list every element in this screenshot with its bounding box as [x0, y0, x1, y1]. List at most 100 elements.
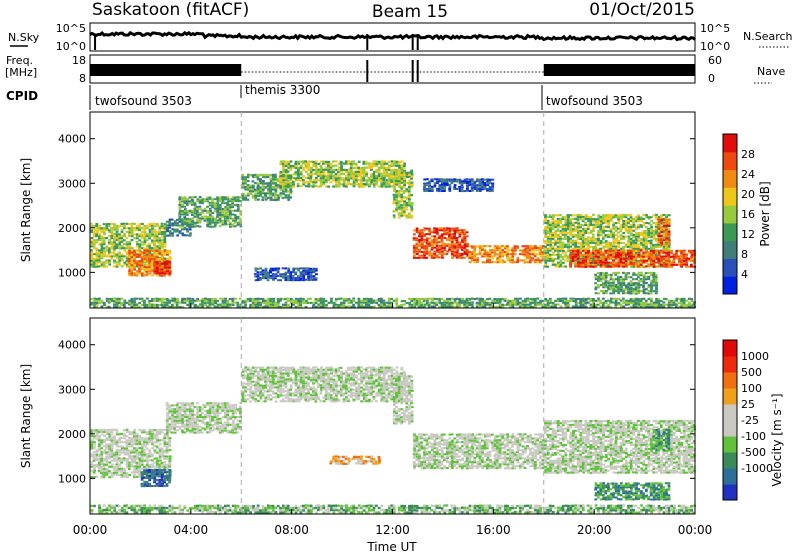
power-cell [196, 205, 199, 208]
power-cell [483, 182, 487, 184]
power-cell [644, 241, 648, 244]
power-cell [649, 229, 653, 232]
power-cell [460, 248, 464, 251]
power-cell [375, 302, 379, 305]
power-cell [373, 179, 376, 182]
power-cell [511, 249, 514, 252]
power-cell [458, 182, 462, 185]
power-cell [483, 185, 487, 188]
power-cell [400, 190, 403, 193]
power-cell [660, 228, 663, 231]
power-cell [294, 297, 298, 300]
power-cell [93, 225, 96, 228]
power-cell [113, 303, 116, 306]
power-cell [566, 257, 570, 260]
power-cell [173, 230, 176, 233]
power-cell [561, 255, 565, 258]
power-cell [277, 196, 281, 199]
power-cell [511, 253, 514, 256]
power-cell [594, 247, 597, 250]
power-cell [254, 267, 258, 270]
power-cell [228, 221, 232, 224]
power-cell [602, 259, 605, 262]
power-cell [183, 202, 187, 205]
power-cell [543, 247, 547, 250]
power-cell [422, 250, 426, 253]
power-cell [685, 257, 689, 260]
power-cell [402, 164, 406, 167]
power-cell [339, 305, 343, 308]
power-cell [536, 253, 540, 256]
power-cell [123, 263, 127, 266]
power-cell [259, 297, 262, 300]
power-cell [383, 160, 386, 163]
power-cell [586, 263, 590, 266]
power-cell [277, 305, 281, 308]
power-cell [486, 178, 489, 181]
power-cell [145, 249, 149, 252]
power-cell [453, 243, 456, 245]
power-cell [191, 214, 194, 216]
power-cell [136, 228, 139, 231]
power-cell [634, 253, 638, 256]
power-cell [304, 267, 308, 270]
power-cell [448, 227, 452, 230]
power-cell [138, 253, 142, 256]
power-cell [196, 200, 199, 203]
power-cell [284, 190, 288, 193]
power-cell [117, 301, 121, 304]
power-cell [657, 241, 661, 244]
power-cell [667, 251, 671, 254]
power-cell [594, 278, 598, 281]
power-cell [427, 303, 431, 306]
power-cell [380, 162, 383, 165]
power-cell [556, 218, 560, 221]
power-cell [635, 246, 638, 249]
power-cell [402, 173, 406, 176]
power-cell [604, 249, 608, 252]
power-cell [400, 177, 404, 180]
power-cell [415, 256, 419, 259]
power-cell [314, 176, 318, 179]
power-cell [410, 173, 414, 176]
power-cell [524, 298, 527, 301]
power-cell [675, 253, 678, 256]
power-cell [448, 248, 451, 251]
power-cell [480, 301, 484, 304]
power-cell [415, 297, 419, 300]
power-cell [655, 233, 658, 236]
power-cell [627, 240, 630, 243]
power-cell [163, 238, 167, 241]
power-cell [90, 222, 93, 225]
power-cell [168, 234, 172, 237]
power-cell [619, 251, 623, 254]
power-cell [453, 180, 457, 183]
power-cell [617, 259, 621, 262]
power-cell [193, 305, 197, 308]
power-cell [100, 235, 104, 238]
power-cell [662, 261, 666, 264]
power-cell [649, 216, 653, 219]
power-cell [269, 267, 273, 270]
power-cell [561, 241, 565, 244]
power-cell [597, 257, 601, 260]
power-cell [128, 229, 132, 232]
power-cell [627, 283, 630, 286]
power-cell [274, 182, 278, 185]
power-cell [107, 229, 111, 232]
power-cell [516, 303, 520, 306]
power-cell [546, 235, 550, 238]
power-cell [133, 274, 137, 277]
power-cell [430, 254, 434, 257]
power-cell [385, 168, 388, 171]
power-cell [435, 227, 439, 230]
power-cell [120, 257, 124, 260]
power-cell [216, 221, 220, 224]
power-cell [649, 261, 653, 264]
power-cell [337, 181, 341, 184]
power-cell [637, 290, 641, 293]
power-cell [554, 263, 557, 266]
power-cell [118, 243, 121, 246]
power-cell [523, 249, 527, 252]
power-cell [622, 292, 625, 295]
